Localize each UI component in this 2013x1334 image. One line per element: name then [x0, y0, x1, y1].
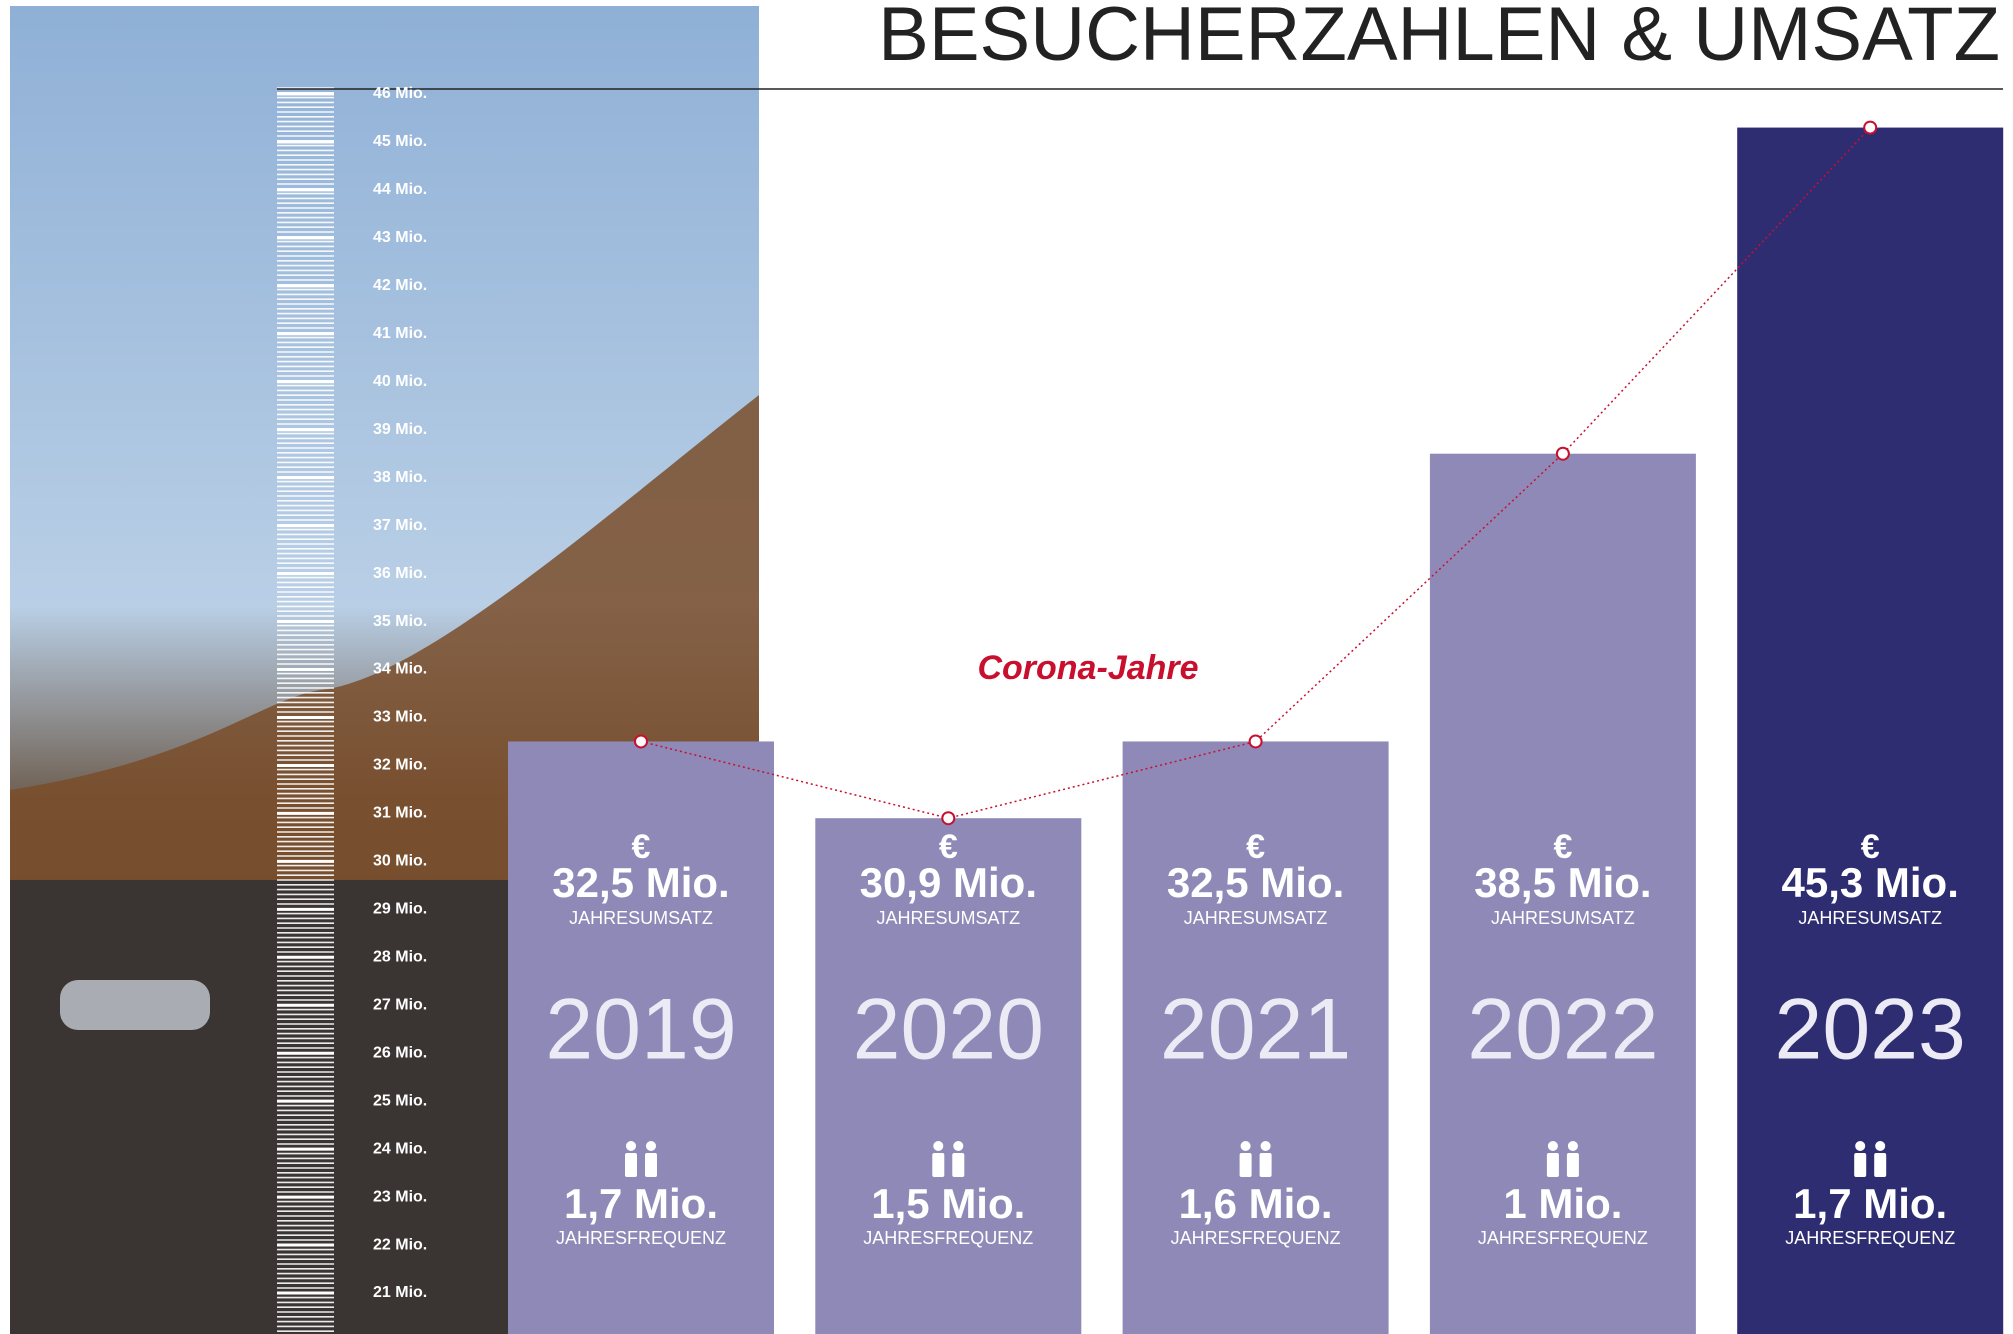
frequency-caption: JAHRESFREQUENZ: [863, 1228, 1033, 1248]
icon: [1259, 1153, 1272, 1177]
point: [1863, 120, 1878, 135]
value-caption: JAHRESUMSATZ: [1798, 908, 1942, 928]
y-tick-label: 24 Mio.: [373, 1140, 427, 1157]
y-tick-label: 39 Mio.: [373, 421, 427, 438]
x-tick-label: 2023: [1775, 982, 1966, 1078]
value-caption: JAHRESUMSATZ: [569, 908, 713, 928]
y-tick-label: 43 Mio.: [373, 229, 427, 246]
point: [1248, 734, 1263, 749]
y-tick-label: 30 Mio.: [373, 853, 427, 870]
icon: [625, 1153, 637, 1177]
car: [60, 980, 210, 1030]
value-caption: JAHRESUMSATZ: [876, 908, 1020, 928]
frequency-caption: JAHRESFREQUENZ: [1478, 1228, 1648, 1248]
frequency-label: 1,7 Mio.: [564, 1180, 718, 1227]
icon: [1854, 1153, 1867, 1177]
y-tick-label: 40 Mio.: [373, 373, 427, 390]
frequency-caption: JAHRESFREQUENZ: [1785, 1228, 1955, 1248]
y-tick-label: 32 Mio.: [373, 757, 427, 774]
y-tick-label: 45 Mio.: [373, 133, 427, 150]
icon: [1874, 1153, 1887, 1177]
y-tick-label: 41 Mio.: [373, 325, 427, 342]
point: [941, 811, 956, 826]
icon: [933, 1141, 944, 1151]
bar: [815, 818, 1082, 1334]
value-label: 32,5 Mio.: [552, 859, 729, 906]
icon: [1240, 1141, 1251, 1151]
currency-symbol: €: [1246, 828, 1265, 866]
point: [1555, 446, 1570, 461]
x-tick-label: 2019: [545, 982, 736, 1078]
frequency-caption: JAHRESFREQUENZ: [1171, 1228, 1341, 1248]
y-tick-label: 42 Mio.: [373, 277, 427, 294]
icon: [932, 1153, 945, 1177]
y-tick-label: 27 Mio.: [373, 996, 427, 1013]
y-tick-label: 25 Mio.: [373, 1092, 427, 1109]
icon: [953, 1141, 964, 1151]
icon: [1875, 1141, 1886, 1151]
x-tick-label: 2020: [853, 982, 1044, 1078]
frequency-label: 1 Mio.: [1503, 1180, 1622, 1227]
y-tick-label: 29 Mio.: [373, 901, 427, 918]
value-label: 38,5 Mio.: [1474, 859, 1651, 906]
bar: [508, 741, 774, 1334]
frequency-label: 1,6 Mio.: [1179, 1180, 1333, 1227]
chart-title: BESUCHERZAHLEN & UMSATZ: [878, 0, 2000, 77]
value-caption: JAHRESUMSATZ: [1491, 908, 1635, 928]
annotation: Corona-Jahre: [977, 649, 1198, 687]
icon: [952, 1153, 965, 1177]
y-tick-label: 36 Mio.: [373, 565, 427, 582]
icon: [1260, 1141, 1271, 1151]
frequency-caption: JAHRESFREQUENZ: [556, 1228, 726, 1248]
y-tick-label: 22 Mio.: [373, 1236, 427, 1253]
icon: [1547, 1141, 1558, 1151]
currency-symbol: €: [632, 828, 651, 866]
value-label: 45,3 Mio.: [1781, 859, 1958, 906]
y-tick-label: 37 Mio.: [373, 517, 427, 534]
y-tick-label: 28 Mio.: [373, 948, 427, 965]
icon: [646, 1141, 656, 1151]
y-tick-label: 44 Mio.: [373, 181, 427, 198]
currency-symbol: €: [1553, 828, 1572, 866]
icon: [1567, 1141, 1578, 1151]
y-tick-label: 31 Mio.: [373, 805, 427, 822]
point: [634, 734, 648, 749]
currency-symbol: €: [1861, 828, 1880, 866]
y-tick-label: 35 Mio.: [373, 613, 427, 630]
y-tick-label: 33 Mio.: [373, 709, 427, 726]
icon: [1239, 1153, 1252, 1177]
bar: [1737, 127, 2004, 1334]
frequency-label: 1,5 Mio.: [871, 1180, 1025, 1227]
y-tick-label: 46 Mio.: [373, 85, 427, 102]
bar: [1122, 741, 1389, 1334]
y-tick-label: 21 Mio.: [373, 1284, 427, 1301]
icon: [645, 1153, 657, 1177]
currency-symbol: €: [939, 828, 958, 866]
value-label: 30,9 Mio.: [860, 859, 1037, 906]
y-tick-label: 38 Mio.: [373, 469, 427, 486]
y-tick-label: 34 Mio.: [373, 661, 427, 678]
value-caption: JAHRESUMSATZ: [1184, 908, 1328, 928]
x-tick-label: 2021: [1160, 982, 1351, 1078]
bar: [1429, 453, 1696, 1334]
icon: [1855, 1141, 1866, 1151]
value-label: 32,5 Mio.: [1167, 859, 1344, 906]
icon: [626, 1141, 636, 1151]
trend-line: [640, 127, 1871, 819]
y-tick-label: 26 Mio.: [373, 1044, 427, 1061]
icon: [1566, 1153, 1579, 1177]
icon: [1546, 1153, 1559, 1177]
y-tick-label: 23 Mio.: [373, 1188, 427, 1205]
x-tick-label: 2022: [1467, 982, 1658, 1078]
frequency-label: 1,7 Mio.: [1793, 1180, 1947, 1227]
